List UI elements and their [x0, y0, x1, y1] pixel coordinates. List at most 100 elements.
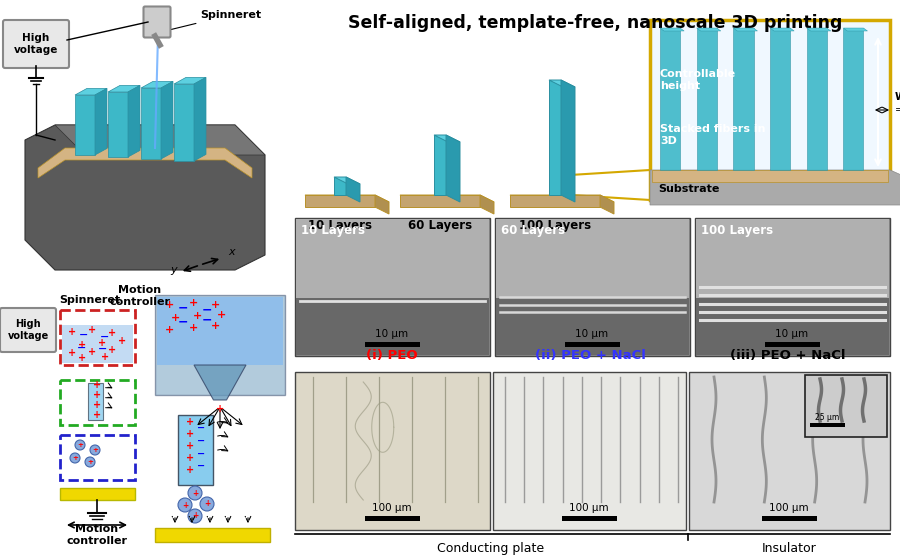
Text: +: + [77, 442, 83, 448]
Polygon shape [400, 195, 480, 207]
Text: +: + [93, 390, 101, 400]
Polygon shape [38, 148, 252, 178]
Text: +: + [194, 311, 202, 321]
FancyBboxPatch shape [650, 20, 890, 200]
FancyBboxPatch shape [178, 415, 213, 485]
Text: 10 μm: 10 μm [575, 329, 608, 339]
Polygon shape [510, 195, 614, 202]
Polygon shape [194, 365, 246, 400]
Text: +: + [192, 488, 198, 497]
Polygon shape [446, 135, 460, 202]
Polygon shape [734, 28, 758, 31]
Polygon shape [549, 80, 561, 195]
Text: Controllable
height: Controllable height [660, 69, 736, 91]
Polygon shape [650, 170, 900, 205]
Polygon shape [434, 135, 446, 195]
Polygon shape [155, 528, 270, 542]
Polygon shape [141, 81, 173, 88]
Text: +: + [93, 400, 101, 410]
Polygon shape [806, 28, 827, 170]
Text: +: + [170, 313, 180, 323]
Polygon shape [88, 383, 103, 420]
Text: Motion
controller: Motion controller [110, 285, 170, 306]
Text: +: + [216, 404, 224, 414]
Polygon shape [62, 325, 133, 363]
Polygon shape [95, 89, 107, 155]
Text: +: + [186, 465, 194, 475]
Polygon shape [55, 125, 265, 155]
Text: +: + [93, 410, 101, 420]
Text: 100 μm: 100 μm [373, 503, 412, 513]
Text: 60 Layers: 60 Layers [408, 219, 472, 232]
Polygon shape [305, 195, 375, 207]
Polygon shape [296, 298, 489, 355]
Polygon shape [496, 219, 689, 298]
Text: −: − [98, 344, 108, 354]
Text: +: + [98, 338, 106, 348]
Polygon shape [25, 125, 265, 270]
Text: +: + [192, 511, 198, 520]
Text: Width: Width [895, 92, 900, 102]
Text: 100 μm: 100 μm [770, 503, 809, 513]
Text: +: + [68, 348, 76, 358]
Text: +: + [182, 501, 188, 510]
Polygon shape [141, 88, 161, 159]
Polygon shape [400, 195, 494, 202]
Circle shape [188, 509, 202, 523]
FancyBboxPatch shape [762, 516, 817, 521]
Text: −: − [197, 461, 205, 471]
Text: 25 μm: 25 μm [814, 413, 839, 422]
FancyBboxPatch shape [765, 342, 820, 347]
Polygon shape [108, 85, 140, 92]
FancyBboxPatch shape [365, 516, 420, 521]
Polygon shape [480, 195, 494, 214]
Text: +: + [108, 328, 116, 338]
Text: +: + [118, 336, 126, 346]
Text: Insulator: Insulator [761, 542, 816, 555]
Polygon shape [334, 177, 346, 195]
Text: = 92 nm: = 92 nm [895, 105, 900, 115]
FancyBboxPatch shape [805, 375, 887, 437]
Text: +: + [78, 353, 86, 363]
Text: −: − [178, 301, 188, 315]
Text: +: + [216, 310, 226, 320]
Polygon shape [697, 28, 716, 170]
FancyBboxPatch shape [295, 372, 490, 530]
Polygon shape [346, 177, 360, 202]
Polygon shape [696, 219, 889, 298]
Text: +: + [212, 300, 220, 310]
Text: Spinneret: Spinneret [59, 295, 121, 305]
FancyBboxPatch shape [295, 218, 490, 356]
Text: +: + [93, 380, 101, 390]
FancyBboxPatch shape [495, 218, 690, 356]
Text: Motion
controller: Motion controller [67, 524, 128, 546]
Text: −: − [178, 315, 188, 329]
Polygon shape [660, 28, 680, 170]
Text: +: + [88, 325, 96, 335]
Text: y: y [170, 265, 176, 275]
Polygon shape [334, 177, 360, 184]
Text: +: + [68, 327, 76, 337]
Text: −: − [202, 314, 212, 326]
Circle shape [75, 440, 85, 450]
Text: (ii) PEO + NaCl: (ii) PEO + NaCl [535, 349, 645, 362]
Text: Self-aligned, template-free, nanoscale 3D printing: Self-aligned, template-free, nanoscale 3… [347, 14, 842, 32]
Text: −: − [197, 423, 205, 433]
Polygon shape [843, 28, 868, 31]
Text: +: + [87, 459, 93, 465]
Polygon shape [843, 28, 863, 170]
Text: +: + [108, 345, 116, 355]
Text: Substrate: Substrate [658, 184, 719, 194]
Text: +: + [186, 417, 194, 427]
Text: +: + [72, 455, 78, 461]
Text: −: − [202, 304, 212, 316]
Polygon shape [434, 135, 460, 142]
Polygon shape [108, 92, 128, 157]
Circle shape [85, 457, 95, 467]
Text: +: + [92, 447, 98, 453]
FancyBboxPatch shape [565, 342, 620, 347]
Polygon shape [770, 28, 790, 170]
FancyBboxPatch shape [810, 423, 845, 427]
Text: x: x [228, 247, 235, 257]
Polygon shape [770, 28, 794, 31]
